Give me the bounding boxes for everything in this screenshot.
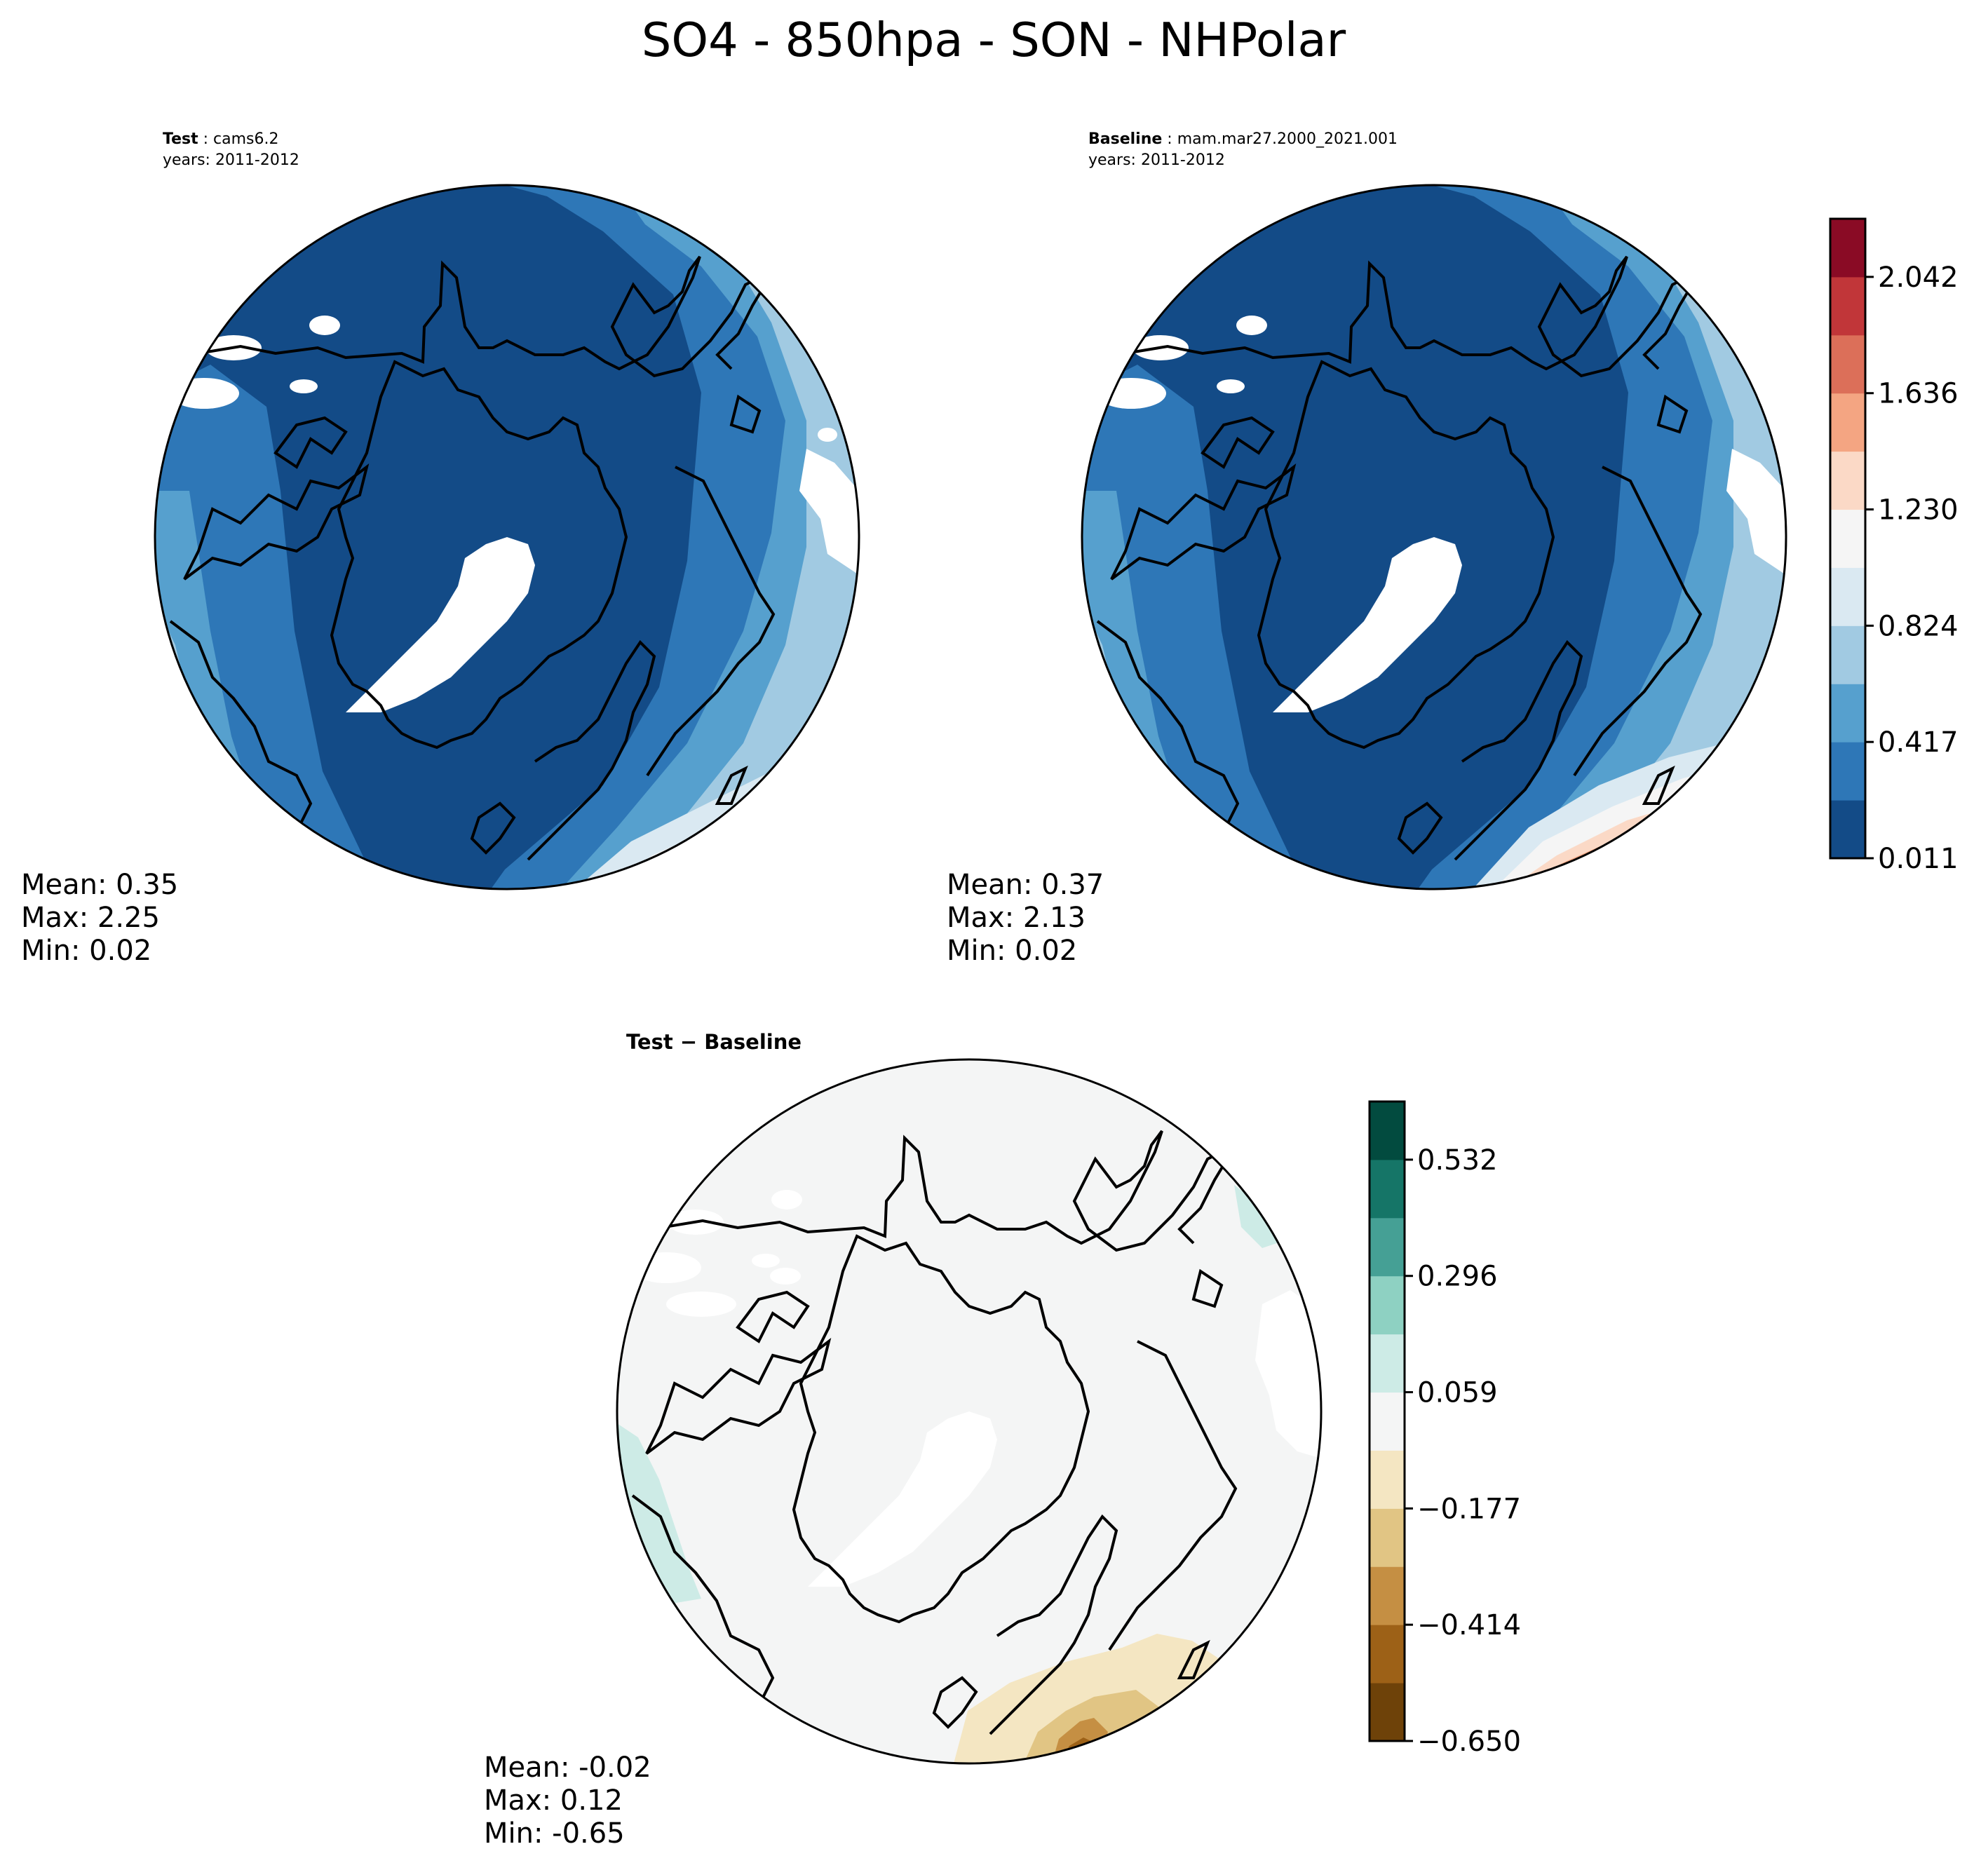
- colorbar-segment: [1830, 742, 1865, 801]
- colorbar-segment: [1370, 1566, 1405, 1625]
- colorbar-tick-label: 1.636: [1878, 378, 1959, 410]
- map-baseline-boundary: [1081, 184, 1787, 890]
- colorbar-segment: [1370, 1392, 1405, 1451]
- panel-test-years: years: 2011-2012: [163, 151, 299, 169]
- panel-baseline-max: Max: 2.13: [947, 902, 1086, 934]
- colorbar-tick-label: 1.230: [1878, 494, 1959, 527]
- colorbar-segment: [1830, 509, 1865, 568]
- map-test: [155, 185, 859, 889]
- panel-diff-mean: Mean: -0.02: [484, 1752, 651, 1784]
- colorbar-segment: [1370, 1217, 1405, 1277]
- colorbar-segment: [1370, 1159, 1405, 1219]
- panel-test-label: Test : cams6.2: [163, 130, 279, 148]
- panel-test: Test : cams6.2 years: 2011-2012: [21, 130, 860, 967]
- colorbar-segment: [1830, 393, 1865, 452]
- colorbar-tick-label: −0.414: [1417, 1609, 1521, 1641]
- panel-test-min: Min: 0.02: [21, 935, 151, 967]
- colorbar-tick-label: 0.059: [1417, 1377, 1498, 1409]
- colorbar-segment: [1830, 276, 1865, 336]
- colorbar-segment: [1830, 451, 1865, 510]
- colorbar-difference: −0.650 −0.414 −0.177 0.059 0.296 0.532: [1368, 1100, 1521, 1758]
- colorbar-tick-label: 2.042: [1878, 262, 1959, 294]
- panel-diff-label: Test − Baseline: [626, 1030, 802, 1054]
- colorbar-frame: [1368, 1100, 1406, 1742]
- colorbar-absolute: 0.011 0.417 0.824 1.230 1.636 2.042: [1829, 217, 1959, 875]
- panel-test-mean: Mean: 0.35: [21, 869, 178, 901]
- panel-baseline-label: Baseline : mam.mar27.2000_2021.001: [1088, 130, 1398, 148]
- panel-test-max: Max: 2.25: [21, 902, 160, 934]
- map-diff: [617, 1059, 1321, 1763]
- panel-diff-min: Min: -0.65: [484, 1817, 625, 1850]
- map-baseline: [1082, 185, 1786, 889]
- colorbar-segment: [1830, 684, 1865, 743]
- colorbar-segment: [1370, 1334, 1405, 1393]
- panel-baseline: Baseline : mam.mar27.2000_2021.001 years…: [947, 130, 1787, 967]
- panel-diff: Test − Baseline Mean: -0.02 Max: [484, 1030, 1323, 1850]
- colorbar-tick-label: 0.417: [1878, 726, 1959, 759]
- colorbar-segment: [1370, 1102, 1405, 1160]
- colorbar-tick-label: 0.532: [1417, 1144, 1498, 1177]
- colorbar-segment: [1370, 1450, 1405, 1509]
- colorbar-segment: [1830, 219, 1865, 278]
- colorbar-segment: [1370, 1625, 1405, 1683]
- map-diff-boundary: [616, 1058, 1323, 1765]
- colorbar-tick-label: 0.824: [1878, 610, 1959, 642]
- figure-title: SO4 - 850hpa - SON - NHPolar: [642, 13, 1346, 67]
- colorbar-frame: [1829, 217, 1867, 860]
- colorbar-segment: [1370, 1508, 1405, 1567]
- colorbar-segment: [1370, 1275, 1405, 1335]
- colorbar-segment: [1370, 1683, 1405, 1742]
- colorbar-segment: [1830, 625, 1865, 684]
- panel-baseline-mean: Mean: 0.37: [947, 869, 1104, 901]
- panel-baseline-min: Min: 0.02: [947, 935, 1077, 967]
- colorbar-tick-label: −0.650: [1417, 1726, 1521, 1758]
- colorbar-segment: [1830, 567, 1865, 626]
- colorbar-tick-label: −0.177: [1417, 1493, 1521, 1525]
- colorbar-tick-label: 0.296: [1417, 1261, 1498, 1293]
- colorbar-segment: [1830, 800, 1865, 859]
- panel-baseline-years: years: 2011-2012: [1088, 151, 1225, 169]
- colorbar-tick-label: 0.011: [1878, 843, 1959, 875]
- panel-diff-max: Max: 0.12: [484, 1784, 623, 1817]
- map-test-boundary: [154, 184, 860, 890]
- colorbar-segment: [1830, 334, 1865, 394]
